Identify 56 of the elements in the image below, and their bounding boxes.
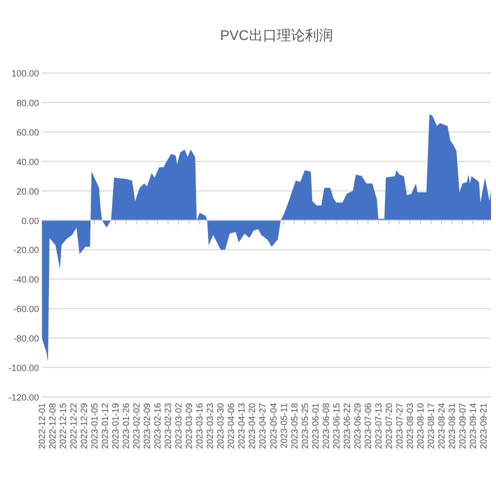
y-tick-label: 60.00 [16, 127, 39, 138]
x-tick-label: 2023-01-05 [90, 403, 100, 450]
x-tick-label: 2022-12-01 [37, 403, 47, 450]
x-tick-label: 2023-09-21 [478, 403, 488, 450]
x-tick-label: 2023-02-02 [132, 403, 142, 450]
x-tick-label: 2023-04-13 [236, 403, 247, 450]
x-tick-label: 2023-07-20 [384, 403, 394, 450]
y-tick-label: -40.00 [13, 274, 39, 285]
y-tick-label: -100.00 [8, 363, 39, 374]
x-tick-label: 2023-03-09 [184, 403, 194, 450]
x-tick-label: 2023-07-27 [394, 403, 404, 450]
x-tick-label: 2023-02-16 [152, 403, 163, 450]
x-tick-label: 2023-01-12 [100, 403, 110, 450]
x-tick-label: 2023-01-19 [110, 403, 121, 450]
x-tick-label: 2023-03-30 [216, 403, 226, 450]
y-tick-label: -80.00 [13, 334, 39, 344]
x-tick-label: 2023-01-26 [121, 403, 132, 450]
x-tick-label: 2023-09-07 [457, 403, 468, 450]
x-tick-label: 2023-07-13 [373, 403, 384, 450]
x-tick-label: 2023-07-06 [362, 403, 373, 450]
x-tick-label: 2022-12-22 [68, 403, 79, 450]
x-tick-label: 2023-02-23 [163, 403, 174, 450]
x-tick-label: 2023-06-15 [331, 403, 342, 450]
x-tick-label: 2023-08-17 [426, 403, 436, 450]
x-tick-label: 2023-06-22 [342, 403, 352, 450]
y-tick-label: 0.00 [21, 216, 39, 226]
x-tick-label: 2022-12-29 [79, 403, 90, 450]
x-tick-label: 2023-05-11 [278, 403, 289, 448]
x-tick-label: 2023-03-23 [205, 403, 216, 450]
x-tick-label: 2022-12-08 [48, 403, 58, 450]
x-tick-label: 2023-09-14 [468, 403, 478, 450]
y-tick-label: 100.00 [11, 68, 39, 78]
x-tick-label: 2023-06-29 [352, 403, 362, 450]
x-tick-label: 2023-04-20 [247, 403, 258, 450]
y-tick-label: 80.00 [16, 98, 39, 108]
x-tick-label: 2023-05-25 [300, 403, 310, 450]
x-tick-label: 2023-08-03 [404, 403, 415, 450]
x-tick-label: 2023-04-06 [226, 403, 236, 450]
x-tick-label: 2023-08-24 [436, 403, 446, 450]
y-tick-label: 20.00 [16, 186, 39, 196]
x-tick-label: 2023-06-08 [320, 403, 331, 450]
x-tick-label: 2023-06-01 [310, 403, 320, 450]
y-tick-label: -20.00 [13, 245, 39, 256]
x-tick-label: 2023-05-18 [289, 403, 300, 450]
x-tick-label: 2023-03-02 [174, 403, 184, 450]
chart-title: PVC出口理论利润 [220, 27, 333, 43]
x-tick-label: 2023-03-16 [194, 403, 205, 450]
x-tick-label: 2023-05-04 [268, 403, 278, 450]
y-tick-label: -60.00 [13, 304, 39, 314]
x-tick-label: 2023-04-27 [258, 403, 268, 450]
y-tick-label: -120.00 [8, 392, 39, 402]
x-tick-label: 2023-02-09 [142, 403, 152, 450]
y-tick-label: 40.00 [16, 156, 39, 167]
x-tick-label: 2022-12-15 [58, 403, 68, 450]
x-tick-label: 2023-08-10 [415, 403, 426, 450]
x-tick-label: 2023-08-31 [446, 403, 457, 450]
